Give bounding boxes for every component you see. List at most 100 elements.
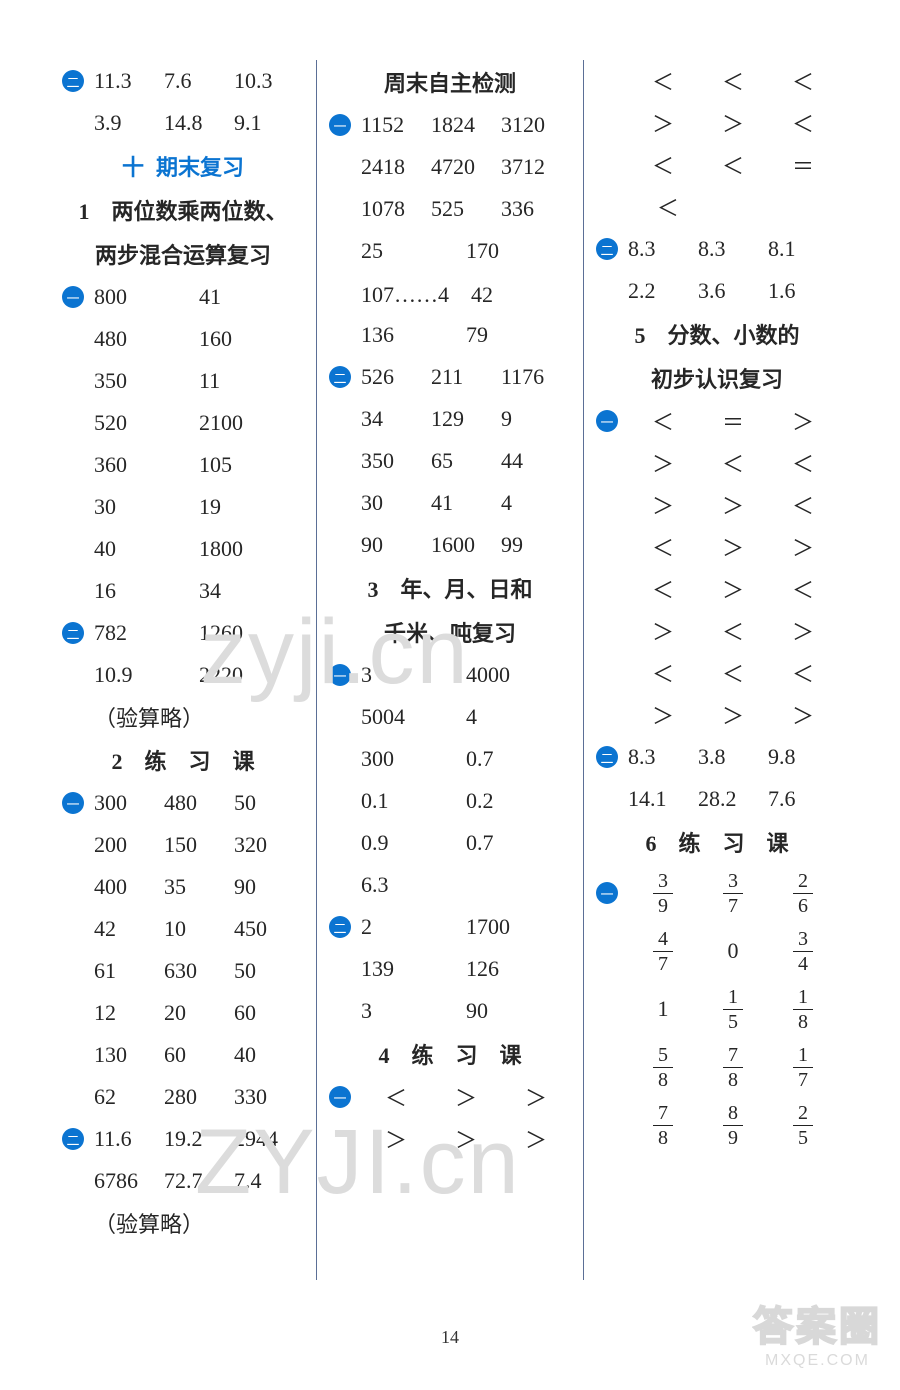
corner-logo: 答案圈 MXQE.COM <box>753 1294 882 1370</box>
frac: 78 <box>698 1045 768 1090</box>
v: 2418 <box>361 154 431 180</box>
c1-s4: 200150320 <box>62 824 304 866</box>
v: ＜ <box>768 107 838 139</box>
bullet-icon: 二 <box>596 238 618 260</box>
c3-s3-r0: 一 ＜ ＝ ＞ <box>596 400 838 442</box>
v: 3.8 <box>698 744 768 770</box>
frac: 34 <box>768 929 838 974</box>
c3-s1: ＜＜＜ <box>596 60 838 102</box>
v: 10 <box>164 916 234 942</box>
v: 360 <box>94 452 199 478</box>
v: 3712 <box>501 154 571 180</box>
c1-sec2: 2 练 习 课 <box>62 738 304 782</box>
column-1: 二 11.3 7.6 10.3 3.9 14.8 9.1 十 期末复习 1 两位… <box>50 60 316 1280</box>
v: 0.1 <box>361 788 466 814</box>
v: 350 <box>94 368 199 394</box>
note: （验算略） <box>94 1207 204 1239</box>
v: ＞ <box>768 531 838 563</box>
column-2: 周末自主检测 一 1152 1824 3120 241847203712 107… <box>317 60 583 1280</box>
v: 480 <box>94 326 199 352</box>
v: 7.6 <box>768 786 838 812</box>
v: 450 <box>234 916 304 942</box>
v: 800 <box>94 284 199 310</box>
t: 千米、吨复习 <box>384 616 516 648</box>
v: 9 <box>501 406 571 432</box>
c2-s4-r0: 二 2 1700 <box>329 906 571 948</box>
c3-s3: ＞＞＞ <box>596 694 838 736</box>
c3-sec5-a: 5 分数、小数的 <box>596 312 838 356</box>
t: 初步认识复习 <box>651 362 783 394</box>
c1-s5: 678672.77.4 <box>62 1160 304 1202</box>
v: 50 <box>234 958 304 984</box>
frac: 39 <box>628 871 698 916</box>
c3-s5: 78 89 25 <box>596 1096 838 1154</box>
c1-s4: 62280330 <box>62 1076 304 1118</box>
c2-s3-r0: 一 3 4000 <box>329 654 571 696</box>
v: ＞ <box>768 405 838 437</box>
v: 8.3 <box>628 744 698 770</box>
v: 107……4 42 <box>361 277 493 309</box>
t: 5 分数、小数的 <box>634 318 799 350</box>
v: 65 <box>431 448 501 474</box>
v: 7.6 <box>164 68 234 94</box>
c3-sec6: 6 练 习 课 <box>596 820 838 864</box>
c2-s3: 0.90.7 <box>329 822 571 864</box>
v: 40 <box>234 1042 304 1068</box>
v: ＜ <box>698 149 768 181</box>
v: 2100 <box>199 410 304 436</box>
v: 136 <box>361 322 466 348</box>
c2-s2: 3506544 <box>329 440 571 482</box>
v: ＞ <box>501 1081 571 1113</box>
v: 60 <box>164 1042 234 1068</box>
bullet-icon: 一 <box>596 882 618 904</box>
v: 129 <box>431 406 501 432</box>
c1-s1-r1: 二 11.3 7.6 10.3 <box>62 60 304 102</box>
v: 480 <box>164 790 234 816</box>
c3-s5: 1 15 18 <box>596 980 838 1038</box>
c1-sec1-b: 两步混合运算复习 <box>62 232 304 276</box>
column-3: ＜＜＜ ＞＞＜ ＜＜＝ ＜ 二 8.3 8.3 8.1 2.23.61.6 5 … <box>584 60 850 1280</box>
v: 0.2 <box>466 788 571 814</box>
v: 0.7 <box>466 830 571 856</box>
c1-s4: 122060 <box>62 992 304 1034</box>
frac: 15 <box>698 987 768 1032</box>
bullet-icon: 一 <box>596 410 618 432</box>
frac: 89 <box>698 1103 768 1148</box>
c3-s1-tail: ＜ <box>596 186 838 228</box>
v: 19.2 <box>164 1126 234 1152</box>
v: 2.2 <box>628 278 698 304</box>
c3-s3: ＜＞＜ <box>596 568 838 610</box>
v: ＝ <box>698 405 768 437</box>
v: ＜ <box>768 657 838 689</box>
v: ＜ <box>628 405 698 437</box>
v: 1824 <box>431 112 501 138</box>
c2-s4: 139126 <box>329 948 571 990</box>
frac: 17 <box>768 1045 838 1090</box>
c3-s3: ＞＞＜ <box>596 484 838 526</box>
v: 99 <box>501 532 571 558</box>
v: ＜ <box>768 489 838 521</box>
v: ＞ <box>628 107 698 139</box>
c2-s3-tail: 6.3 <box>329 864 571 906</box>
v: 0.9 <box>361 830 466 856</box>
c2-s3: 50044 <box>329 696 571 738</box>
bullet-icon: 一 <box>329 664 351 686</box>
v: 4 <box>501 490 571 516</box>
c2-weekend: 周末自主检测 <box>329 60 571 104</box>
ten-a: 十 <box>122 150 144 182</box>
v: ＜ <box>628 191 708 223</box>
v: ＞ <box>698 489 768 521</box>
note: （验算略） <box>94 701 204 733</box>
v: 34 <box>361 406 431 432</box>
v: 72.7 <box>164 1168 234 1194</box>
c1-s1-r2: 3.9 14.8 9.1 <box>62 102 304 144</box>
t: 周末自主检测 <box>384 66 516 98</box>
v: 4 <box>466 704 571 730</box>
c2-s1: 241847203712 <box>329 146 571 188</box>
v: ＞ <box>768 615 838 647</box>
v: 0.7 <box>466 746 571 772</box>
frac: 37 <box>698 871 768 916</box>
ten-b: 期末复习 <box>156 150 244 182</box>
c3-s4: 14.128.27.6 <box>596 778 838 820</box>
v: 14.8 <box>164 110 234 136</box>
